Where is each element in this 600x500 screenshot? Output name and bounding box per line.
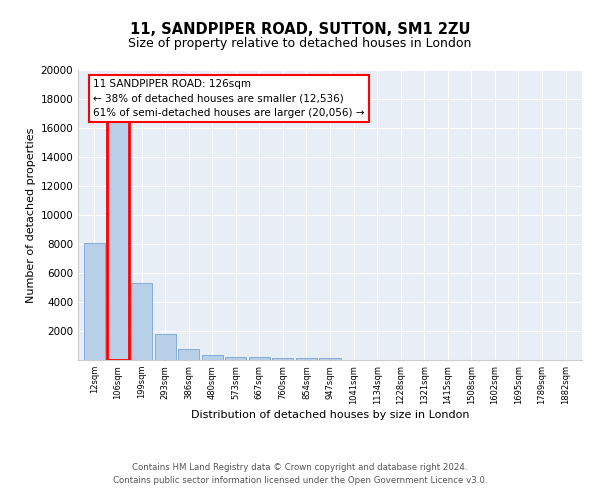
Y-axis label: Number of detached properties: Number of detached properties — [26, 128, 36, 302]
Text: 11 SANDPIPER ROAD: 126sqm
← 38% of detached houses are smaller (12,536)
61% of s: 11 SANDPIPER ROAD: 126sqm ← 38% of detac… — [93, 78, 365, 118]
Bar — [249, 357, 270, 360]
X-axis label: Distribution of detached houses by size in London: Distribution of detached houses by size … — [191, 410, 469, 420]
Text: 11, SANDPIPER ROAD, SUTTON, SM1 2ZU: 11, SANDPIPER ROAD, SUTTON, SM1 2ZU — [130, 22, 470, 38]
Bar — [319, 358, 341, 360]
Bar — [155, 334, 176, 360]
Text: Size of property relative to detached houses in London: Size of property relative to detached ho… — [128, 38, 472, 51]
Bar — [272, 358, 293, 360]
Bar — [84, 242, 105, 360]
Text: Contains HM Land Registry data © Crown copyright and database right 2024.: Contains HM Land Registry data © Crown c… — [132, 464, 468, 472]
Text: Contains public sector information licensed under the Open Government Licence v3: Contains public sector information licen… — [113, 476, 487, 485]
Bar — [202, 355, 223, 360]
Bar — [131, 283, 152, 360]
Bar — [107, 120, 128, 360]
Bar — [178, 349, 199, 360]
Bar — [225, 356, 247, 360]
Bar — [296, 358, 317, 360]
